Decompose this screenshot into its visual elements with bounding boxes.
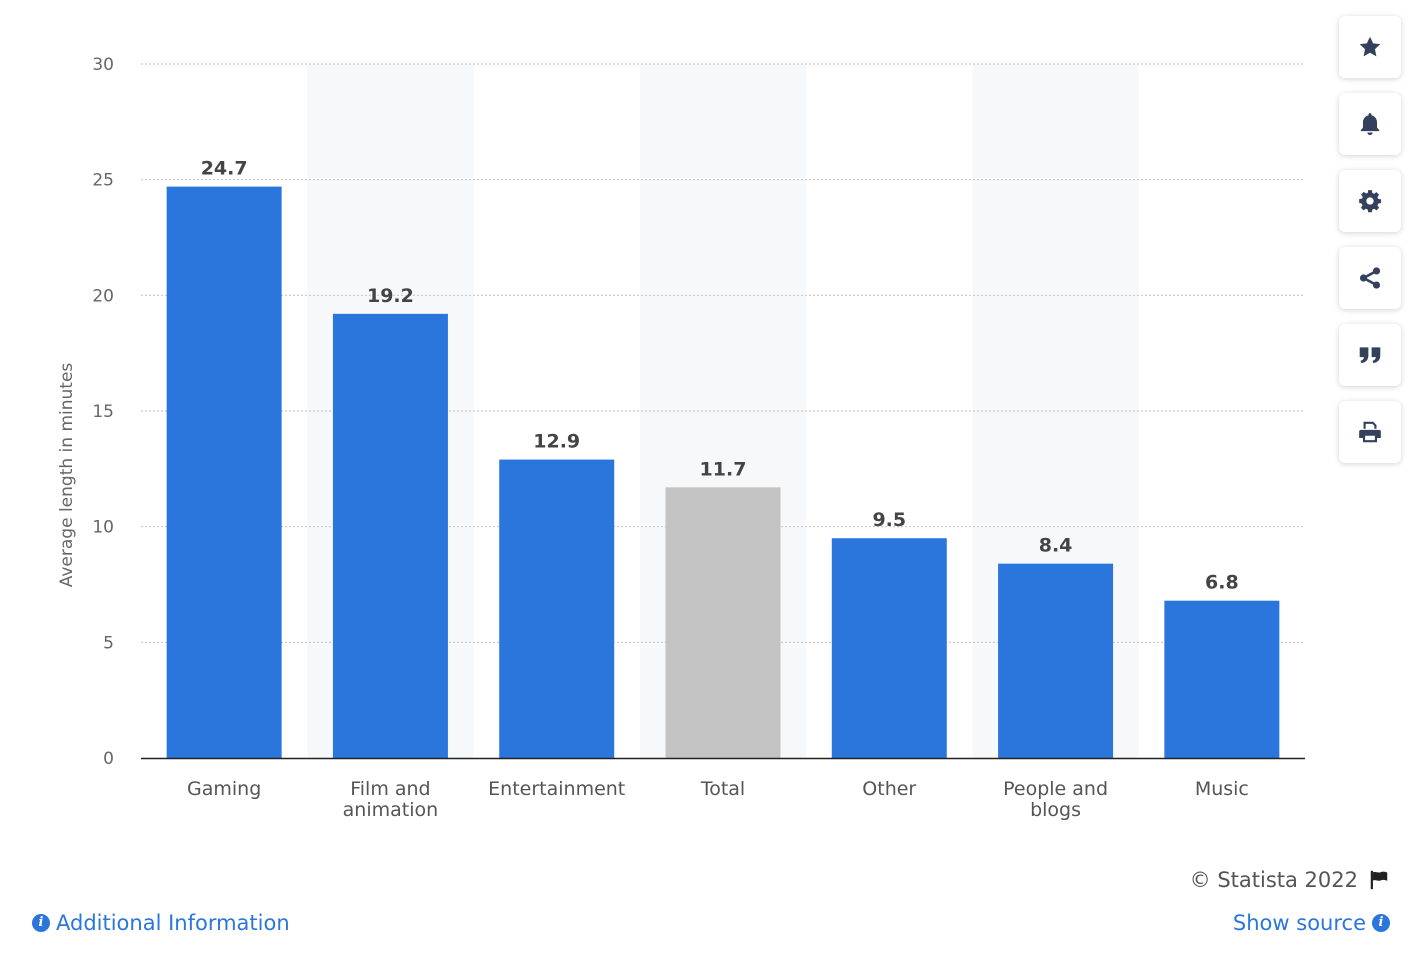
- bar-people-and-blogs[interactable]: [998, 563, 1114, 758]
- category-label-film-and-animation: Film and animation: [343, 778, 439, 821]
- star-icon: [1359, 36, 1381, 57]
- share-icon: [1359, 267, 1381, 289]
- category-label-other: Other: [862, 778, 916, 800]
- category-label-people-and-blogs: People and blogs: [1003, 778, 1108, 821]
- bar-music[interactable]: [1164, 600, 1280, 758]
- credit-text: © Statista 2022: [1189, 868, 1358, 892]
- category-label-total: Total: [700, 778, 745, 800]
- chart-toolbar: [1339, 16, 1401, 478]
- value-labels: 24.7 19.2 12.9 11.7 9.5 8.4 6.8: [201, 158, 1239, 594]
- value-label-entertainment: 12.9: [533, 431, 580, 453]
- y-tick-20: 20: [92, 286, 114, 306]
- show-source-link[interactable]: Show source i: [1233, 911, 1390, 935]
- show-source-label: Show source: [1232, 911, 1366, 935]
- bar-other[interactable]: [831, 538, 947, 758]
- settings-button[interactable]: [1339, 170, 1401, 232]
- info-icon: i: [1372, 914, 1390, 932]
- y-tick-10: 10: [92, 518, 114, 538]
- value-label-other: 9.5: [872, 509, 906, 531]
- y-tick-0: 0: [103, 749, 114, 769]
- value-label-film-and-animation: 19.2: [367, 285, 414, 307]
- statista-credit: © Statista 2022: [1190, 868, 1390, 892]
- y-axis-title: Average length in minutes: [57, 363, 77, 588]
- y-tick-30: 30: [92, 55, 114, 75]
- additional-information-label: Additional Information: [56, 911, 290, 935]
- bar-entertainment[interactable]: [499, 459, 615, 758]
- category-label-gaming: Gaming: [187, 778, 261, 800]
- category-labels: Gaming Film and animation Entertainment Tota…: [187, 778, 1249, 821]
- category-label-music: Music: [1195, 778, 1249, 800]
- category-label-entertainment: Entertainment: [488, 778, 625, 800]
- notification-button[interactable]: [1339, 93, 1401, 155]
- additional-information-link[interactable]: i Additional Information: [32, 911, 290, 935]
- value-label-music: 6.8: [1205, 572, 1239, 594]
- gear-icon: [1359, 190, 1382, 213]
- print-button[interactable]: [1339, 401, 1401, 463]
- y-tick-5: 5: [103, 633, 114, 653]
- cite-button[interactable]: [1339, 324, 1401, 386]
- quote-icon: [1359, 347, 1381, 364]
- favorite-button[interactable]: [1339, 16, 1401, 78]
- flag-icon[interactable]: [1368, 869, 1390, 891]
- y-tick-labels: 0 5 10 15 20 25 30: [92, 55, 114, 769]
- bar-film-and-animation[interactable]: [332, 313, 448, 758]
- bell-icon: [1360, 113, 1380, 136]
- bar-total[interactable]: [665, 487, 781, 758]
- value-label-gaming: 24.7: [201, 158, 248, 180]
- share-button[interactable]: [1339, 247, 1401, 309]
- print-icon: [1359, 421, 1381, 443]
- value-label-total: 11.7: [700, 458, 747, 480]
- bar-gaming[interactable]: [166, 186, 282, 758]
- y-tick-25: 25: [92, 171, 114, 191]
- value-label-people-and-blogs: 8.4: [1039, 535, 1073, 557]
- y-tick-15: 15: [92, 402, 114, 422]
- bars: [166, 186, 1280, 758]
- info-icon: i: [32, 914, 50, 932]
